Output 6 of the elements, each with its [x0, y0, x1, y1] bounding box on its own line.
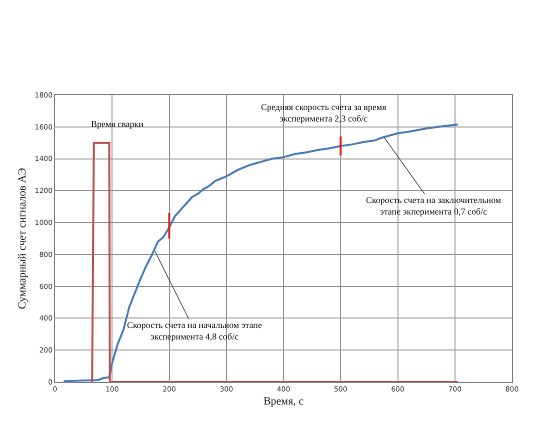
x-axis-title: Время, с — [263, 396, 304, 408]
annotation: Скорость счета на начальном этапе эксперимента 4,8 соб/с — [127, 320, 262, 342]
annotation: Время сварки — [91, 119, 144, 129]
y-axis-title: Суммарный счет сигналов АЭ — [16, 168, 28, 310]
annotation: Скорость счета на заключительном этапе экперимента 0,7 соб/с — [366, 195, 502, 217]
annotation: Средняя скорость счета за время эксперимента 2,3 соб/с — [261, 102, 386, 124]
